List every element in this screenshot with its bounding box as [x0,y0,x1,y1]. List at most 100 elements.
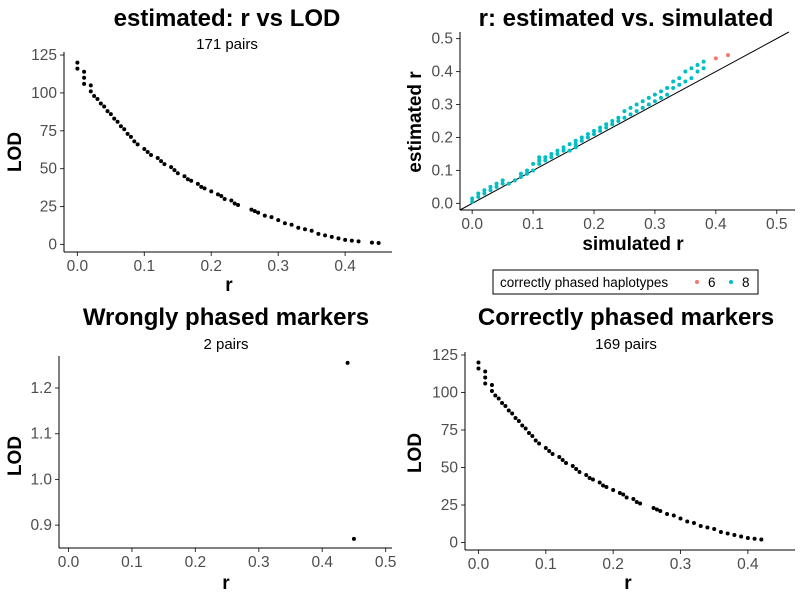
data-point [369,240,374,245]
data-point [488,188,493,193]
data-point [82,69,87,74]
data-point [122,127,127,132]
data-point [155,156,160,161]
data-point [309,228,314,233]
x-tick-label: 0.4 [311,554,333,571]
data-point [584,473,589,477]
data-point [125,131,130,136]
data-point [712,527,717,531]
data-point [219,193,224,198]
legend-key-8 [729,280,733,284]
data-point [142,146,147,151]
data-point [494,184,499,189]
panel-r-vs-lod: estimated: r vs LOD 171 pairs r LOD 0.0 0… [5,5,392,296]
x-tick-label: 0.2 [602,556,624,573]
x-tick-label: 0.1 [134,258,156,275]
data-point [683,79,688,84]
data-point [503,404,508,408]
data-point [189,178,194,183]
tick-group: 0.0 0.1 0.2 0.3 0.4 0.5 0.0 0.1 0.2 0.3 0.4 0.5 [431,31,787,233]
data-point [256,210,261,215]
x-tick-label: 0.3 [248,554,270,571]
panel-correctly-phased: Correctly phased markers 169 pairs r LOD… [405,304,795,594]
data-point [470,196,475,201]
data-point [510,411,515,416]
data-point [634,500,639,504]
x-tick-label: 0.3 [670,556,692,573]
data-point [725,531,730,536]
data-point [616,115,621,120]
data-point [296,225,301,230]
data-point [531,161,536,166]
x-tick-label: 0.2 [583,216,605,233]
data-point [628,112,633,117]
data-point [598,128,603,133]
data-point [718,530,723,534]
y-tick-label: 125 [432,347,458,364]
y-tick-label: 1.1 [30,426,52,443]
data-point [611,488,616,492]
data-point [604,122,609,127]
data-point [115,119,120,124]
data-point [628,105,633,110]
y-tick-label: 100 [432,385,458,402]
data-point [587,476,592,480]
x-axis-label: simulated r [582,234,684,255]
data-point [691,521,696,525]
data-point [555,151,560,156]
data-point [105,109,110,114]
data-point [506,408,511,413]
data-point [543,446,548,450]
data-point [561,148,566,153]
data-point [336,236,341,241]
legend-box [492,269,759,295]
data-point [132,139,137,144]
x-axis-label: r [225,275,233,296]
data-point [82,75,87,80]
data-point [494,181,499,186]
data-point [624,495,629,500]
data-point [345,360,350,365]
data-point [732,533,737,537]
data-point [579,135,584,140]
data-point [530,434,535,438]
data-point [537,158,542,163]
data-point [646,102,651,107]
data-point [182,174,187,179]
data-point [698,524,703,528]
data-point [520,423,525,428]
y-tick-label: 100 [31,85,57,102]
y-tick-label: 0.1 [431,162,453,179]
y-tick-label: 0 [48,236,57,253]
x-tick-label: 0.4 [705,216,727,233]
data-point [549,155,554,160]
data-point [525,171,529,176]
x-tick-label: 0.0 [58,554,80,571]
data-point [482,191,487,196]
y-axis-label: LOD [405,433,426,473]
legend-key-6 [695,280,699,284]
legend: correctly phased haplotypes 6 8 [492,269,759,295]
data-point [617,491,622,495]
data-point [476,360,481,365]
data-point [683,69,688,74]
data-point [483,381,488,386]
data-point [638,501,643,506]
y-axis-label: estimated r [405,71,426,173]
panel-title: Correctly phased markers [478,304,774,331]
data-point [483,369,488,374]
x-tick-label: 0.3 [267,258,289,275]
data-point [610,122,615,127]
data-point [537,161,542,166]
y-tick-label: 75 [441,422,458,439]
data-point [561,145,566,150]
data-point [598,125,603,130]
data-point [759,537,764,542]
data-point [597,480,602,485]
data-point [695,62,700,67]
data-point [209,189,214,194]
data-point [604,485,609,489]
data-point [329,234,334,239]
data-point [525,168,529,173]
data-point [500,181,505,186]
